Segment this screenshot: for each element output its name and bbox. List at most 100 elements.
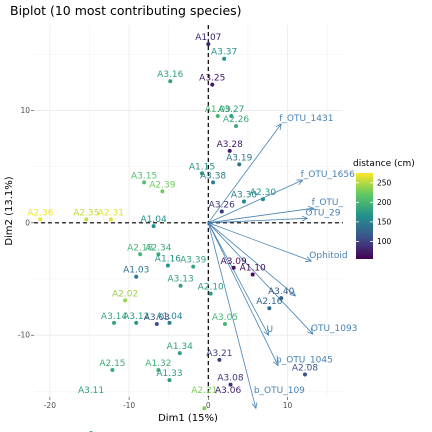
arrow-shaft xyxy=(207,222,279,366)
arrow-head xyxy=(273,359,279,367)
data-point xyxy=(227,148,232,153)
point-label: A1.10 xyxy=(240,263,266,273)
point-label: A3.30 xyxy=(231,190,257,200)
arrow-shaft xyxy=(207,222,269,336)
data-point xyxy=(108,217,113,222)
point-label: A2.35 xyxy=(73,208,99,218)
data-point xyxy=(178,283,183,288)
point-label: A3.06 xyxy=(215,386,241,396)
arrow-label: OTU_29 xyxy=(305,208,340,218)
point-label: A3.28 xyxy=(217,140,243,150)
arrow-head xyxy=(307,205,315,212)
point-label: A3.26 xyxy=(209,201,235,211)
point-label: A1.04 xyxy=(156,312,182,322)
data-point xyxy=(267,306,272,311)
arrow-shaft xyxy=(207,123,282,224)
data-point xyxy=(210,82,215,87)
data-point xyxy=(38,217,43,222)
y-tick-label: 10 xyxy=(20,106,30,115)
data-point xyxy=(222,321,227,326)
arrow-shaft xyxy=(208,222,296,297)
point-label: A3.39 xyxy=(180,256,206,266)
y-tick-label: 0 xyxy=(25,218,30,227)
point-label: A1.03 xyxy=(123,266,149,276)
grid-lines xyxy=(34,25,343,397)
data-point xyxy=(156,368,161,373)
point-label: A2.36 xyxy=(27,208,53,218)
x-axis-title: Dim1 (15%) xyxy=(158,413,218,424)
arrow-label: f_OTU_1656 xyxy=(301,170,356,180)
arrow-head xyxy=(275,123,282,130)
point-label: A1.33 xyxy=(156,369,182,379)
data-point xyxy=(167,320,172,325)
data-point xyxy=(177,351,182,356)
arrow-head xyxy=(296,179,304,185)
arrow-shaft xyxy=(208,217,308,224)
arrow-shaft xyxy=(208,222,312,262)
data-point xyxy=(228,382,233,387)
point-label: A2.15 xyxy=(99,359,125,369)
point-label: A2.26 xyxy=(223,115,249,125)
point-label: A3.13 xyxy=(167,275,193,285)
point-label: A2.39 xyxy=(149,180,175,190)
individual-points xyxy=(38,42,307,432)
data-point xyxy=(151,224,156,229)
arrow-head xyxy=(251,402,258,410)
data-point xyxy=(219,209,224,214)
point-label: A1.07 xyxy=(195,33,221,43)
point-label: A3.12 xyxy=(123,312,149,322)
point-label: A2.16 xyxy=(256,297,282,307)
x-tick-label: 10 xyxy=(283,401,293,410)
data-point xyxy=(279,296,284,301)
point-label: A1.16 xyxy=(155,255,181,265)
point-label: A2.21 xyxy=(191,386,217,396)
variable-arrows: f_OTU_1431 f_OTU_1656 f_OTU_OTU_29 Ophitoid… xyxy=(207,114,357,410)
arrow-shaft xyxy=(208,222,314,335)
legend-tick-label: 150 xyxy=(377,217,392,226)
point-label: A3.25 xyxy=(199,74,225,84)
data-point xyxy=(191,264,196,269)
arrow-label: b_OTU_1045 xyxy=(276,356,333,366)
axis-ticks: -20 -10 0 10 -10 0 10 xyxy=(18,106,293,410)
data-point xyxy=(206,42,211,47)
data-point xyxy=(134,320,139,325)
arrow-shaft xyxy=(208,207,314,224)
data-point xyxy=(156,252,161,257)
arrow-label: f_OTU_1431 xyxy=(279,114,333,124)
point-label: A2.08 xyxy=(292,364,318,374)
arrow-label: U xyxy=(267,325,274,335)
point-label: A2.34 xyxy=(145,243,171,253)
data-point xyxy=(154,321,159,326)
data-point xyxy=(160,189,165,194)
data-point xyxy=(202,406,207,411)
arrow-label: Ophitoid xyxy=(309,251,347,261)
data-point xyxy=(237,162,242,167)
data-point xyxy=(250,272,255,277)
point-label: A2.30 xyxy=(250,188,276,198)
point-label: A1.15 xyxy=(189,162,215,172)
point-label: A1.34 xyxy=(167,342,193,352)
data-point xyxy=(241,199,246,204)
reference-lines xyxy=(34,25,343,397)
point-label: A3.37 xyxy=(211,48,237,58)
arrow-head xyxy=(263,329,269,336)
arrow-label: b_OTU_109 xyxy=(254,386,305,396)
data-point xyxy=(110,368,115,373)
data-point xyxy=(302,372,307,377)
point-label: A2.18 xyxy=(127,243,153,253)
legend: distance (cm) 100 150 200 250 xyxy=(353,159,415,259)
point-label: A3.11 xyxy=(78,386,104,396)
data-point xyxy=(167,378,172,383)
point-label: A3.27 xyxy=(218,105,244,115)
point-label: A2.31 xyxy=(98,208,124,218)
point-label: A2.02 xyxy=(112,289,138,299)
y-axis-title: Dim2 (13.1%) xyxy=(4,176,15,245)
data-point xyxy=(229,114,234,119)
arrow-head xyxy=(301,215,309,222)
legend-colorbar xyxy=(356,173,373,259)
point-label: A3.15 xyxy=(131,171,157,181)
chart-title: Biplot (10 most contributing species) xyxy=(10,3,242,18)
